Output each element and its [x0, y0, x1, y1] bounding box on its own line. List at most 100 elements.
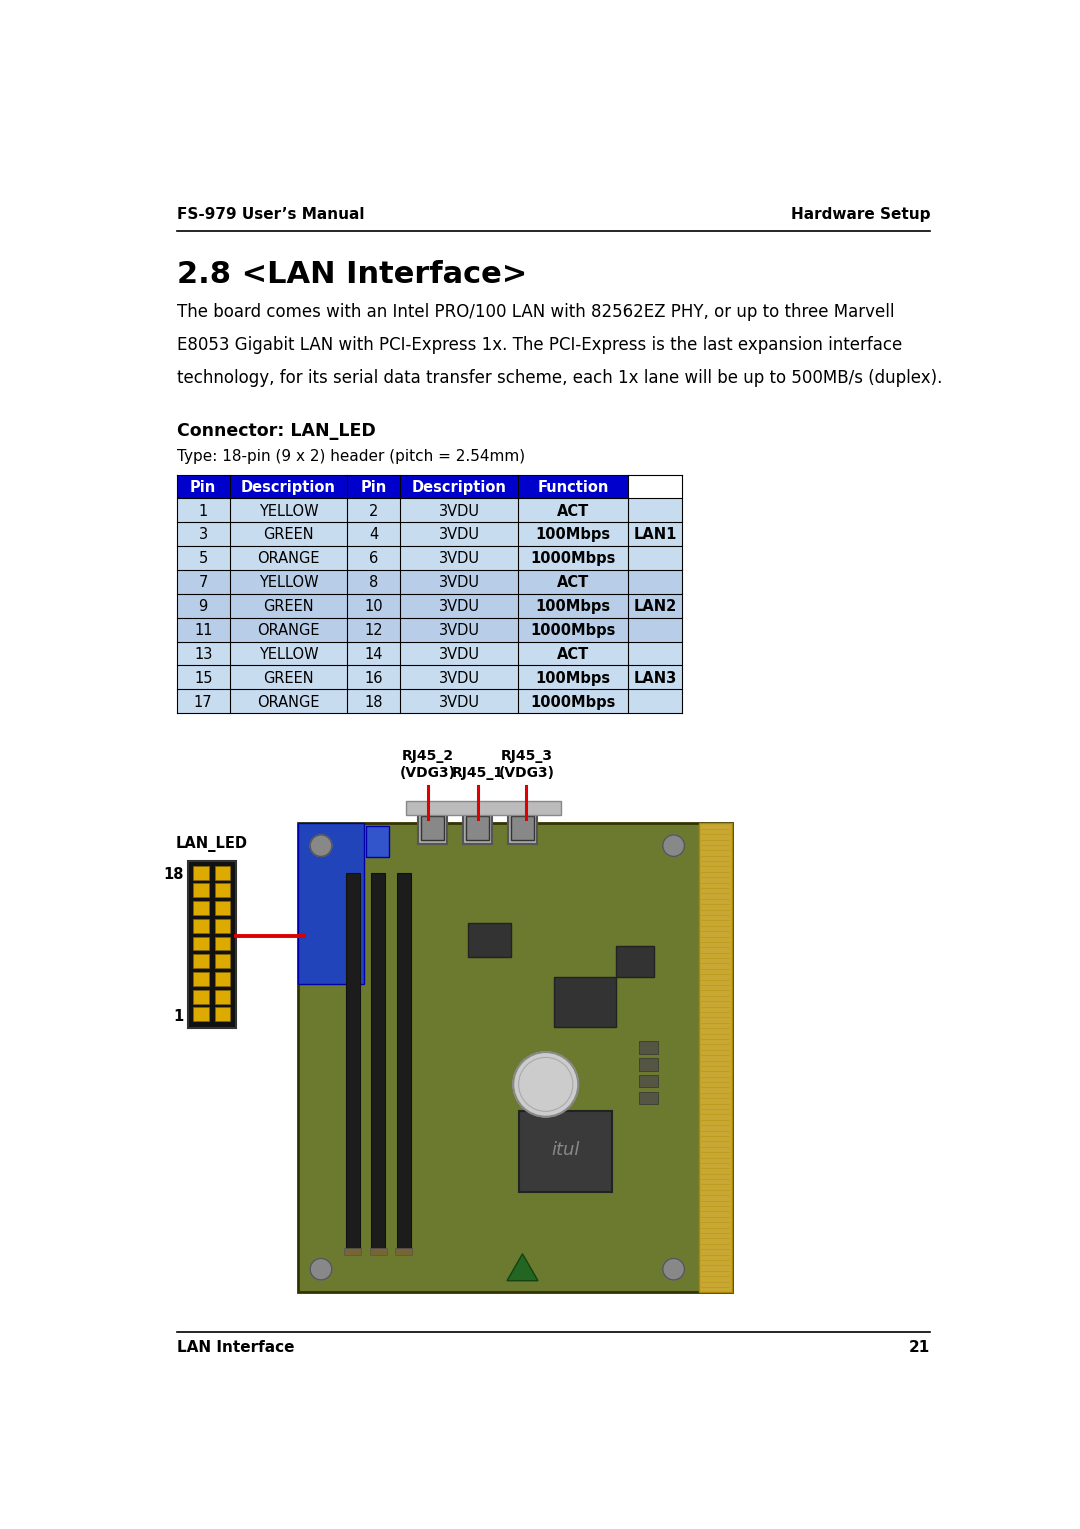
Bar [215, 865, 230, 879]
Text: LAN2: LAN2 [633, 599, 677, 615]
Text: 1000Mbps: 1000Mbps [530, 552, 616, 566]
Text: 3VDU: 3VDU [438, 671, 480, 685]
Bar [699, 823, 732, 1292]
Bar [193, 901, 208, 914]
Bar [465, 816, 489, 839]
Bar [177, 593, 627, 618]
Text: Connector: LAN_LED: Connector: LAN_LED [177, 422, 376, 440]
Bar [177, 523, 627, 546]
Bar [638, 1058, 658, 1070]
Bar [346, 873, 360, 1249]
Text: 18: 18 [364, 694, 383, 709]
Text: RJ45_3: RJ45_3 [500, 749, 552, 763]
Bar [406, 801, 562, 815]
Bar [177, 498, 627, 523]
Text: 3VDU: 3VDU [438, 575, 480, 590]
Text: ACT: ACT [557, 575, 589, 590]
Text: Description: Description [241, 480, 336, 495]
Text: YELLOW: YELLOW [258, 647, 319, 662]
Text: YELLOW: YELLOW [258, 503, 319, 518]
Text: YELLOW: YELLOW [258, 575, 319, 590]
Text: 7: 7 [199, 575, 207, 590]
Text: The board comes with an Intel PRO/100 LAN with 82562EZ PHY, or up to three Marve: The board comes with an Intel PRO/100 LA… [177, 303, 894, 321]
Bar [638, 1041, 658, 1053]
Text: 8: 8 [369, 575, 378, 590]
Text: itul: itul [551, 1141, 579, 1159]
Text: 1000Mbps: 1000Mbps [530, 622, 616, 638]
Text: 3VDU: 3VDU [438, 503, 480, 518]
Text: 3: 3 [199, 528, 207, 543]
Bar [193, 1008, 208, 1021]
Text: 13: 13 [194, 647, 213, 662]
Text: LAN1: LAN1 [633, 528, 677, 543]
Bar [193, 884, 208, 898]
Text: 3VDU: 3VDU [438, 528, 480, 543]
Bar [369, 1248, 387, 1255]
Text: 100Mbps: 100Mbps [536, 671, 610, 685]
Text: 1: 1 [199, 503, 207, 518]
Text: ORANGE: ORANGE [257, 694, 320, 709]
Bar [469, 922, 511, 957]
Bar [215, 989, 230, 1003]
Text: 11: 11 [194, 622, 213, 638]
Polygon shape [507, 1254, 538, 1281]
Text: ORANGE: ORANGE [257, 622, 320, 638]
Text: Hardware Setup: Hardware Setup [791, 206, 930, 222]
Circle shape [310, 835, 332, 856]
Text: ACT: ACT [557, 503, 589, 518]
Text: 16: 16 [364, 671, 383, 685]
Text: technology, for its serial data transfer scheme, each 1x lane will be up to 500M: technology, for its serial data transfer… [177, 368, 942, 387]
Text: 2: 2 [369, 503, 378, 518]
Bar [177, 546, 627, 570]
Text: 1000Mbps: 1000Mbps [530, 694, 616, 709]
Bar [372, 873, 386, 1249]
Bar [627, 642, 683, 713]
Bar [215, 937, 230, 951]
Text: 17: 17 [194, 694, 213, 709]
Bar [627, 570, 683, 642]
Text: RJ45_1: RJ45_1 [451, 766, 503, 780]
Text: Function: Function [537, 480, 608, 495]
Bar [463, 806, 492, 844]
Bar [215, 884, 230, 898]
Text: (VDG3): (VDG3) [498, 766, 554, 780]
Bar [188, 861, 235, 1027]
Text: GREEN: GREEN [264, 599, 314, 615]
Bar [193, 865, 208, 879]
Bar [508, 806, 537, 844]
Text: RJ45_2: RJ45_2 [402, 749, 454, 763]
Bar [511, 816, 535, 839]
Text: 3VDU: 3VDU [438, 694, 480, 709]
Bar [193, 972, 208, 986]
Bar [518, 1112, 611, 1193]
Bar [177, 618, 627, 642]
Text: FS-979 User’s Manual: FS-979 User’s Manual [177, 206, 364, 222]
Bar [554, 977, 616, 1026]
Bar [215, 954, 230, 968]
Text: 100Mbps: 100Mbps [536, 599, 610, 615]
Text: 2.8 <LAN Interface>: 2.8 <LAN Interface> [177, 260, 527, 289]
Bar [421, 816, 444, 839]
Text: Type: 18-pin (9 x 2) header (pitch = 2.54mm): Type: 18-pin (9 x 2) header (pitch = 2.5… [177, 450, 525, 465]
Bar [418, 806, 447, 844]
Bar [177, 474, 627, 498]
Text: 10: 10 [364, 599, 383, 615]
Bar [177, 665, 627, 690]
Bar [177, 690, 627, 713]
Text: 14: 14 [364, 647, 383, 662]
Bar [638, 1092, 658, 1104]
Text: 1: 1 [174, 1009, 184, 1024]
Text: 100Mbps: 100Mbps [536, 528, 610, 543]
Text: 3VDU: 3VDU [438, 622, 480, 638]
Circle shape [310, 1258, 332, 1280]
Text: 6: 6 [369, 552, 378, 566]
Text: 5: 5 [199, 552, 207, 566]
Text: LAN Interface: LAN Interface [177, 1339, 295, 1355]
Text: (VDG3): (VDG3) [400, 766, 456, 780]
Bar [397, 873, 410, 1249]
Text: 12: 12 [364, 622, 383, 638]
Text: 18: 18 [163, 867, 184, 882]
Text: ORANGE: ORANGE [257, 552, 320, 566]
Text: LAN3: LAN3 [633, 671, 677, 685]
Bar [193, 919, 208, 933]
